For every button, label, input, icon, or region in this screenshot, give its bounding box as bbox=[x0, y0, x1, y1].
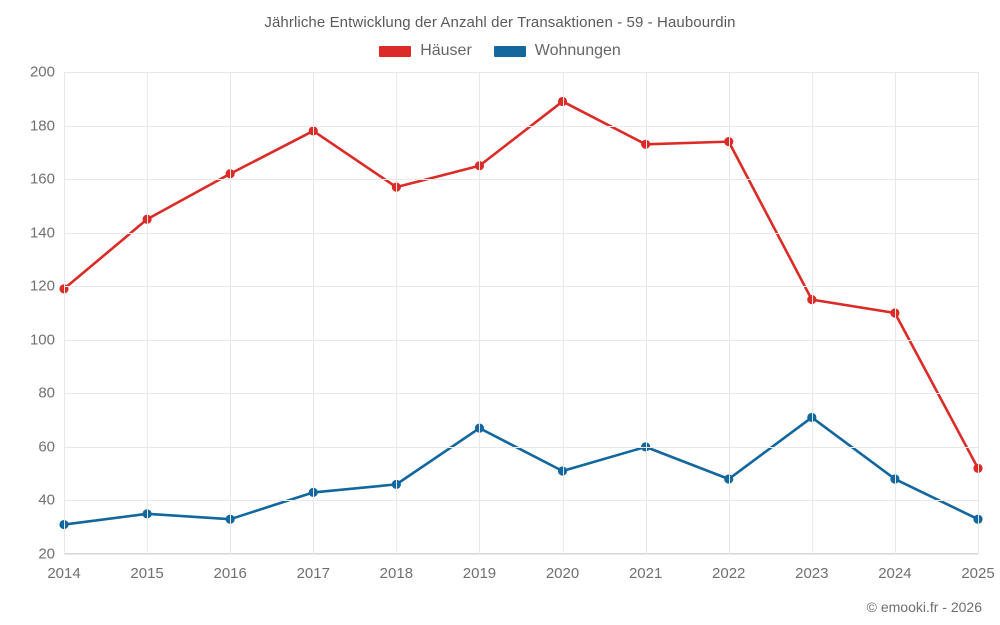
legend-label: Wohnungen bbox=[534, 42, 621, 59]
gridline-vertical bbox=[894, 72, 896, 554]
x-axis-tick-label: 2016 bbox=[213, 565, 247, 582]
plot-area: 20 40 60 80 100 120 140 160 180 200 2014 2015 2016 20… bbox=[30, 64, 995, 583]
x-axis-tick-label: 2018 bbox=[379, 565, 414, 582]
y-axis-tick-label: 100 bbox=[29, 331, 55, 349]
gridline-vertical bbox=[645, 72, 647, 554]
gridline-horizontal bbox=[64, 500, 978, 502]
y-axis-tick-label: 140 bbox=[29, 224, 55, 242]
series-1 bbox=[59, 96, 983, 473]
series-line bbox=[62, 416, 980, 526]
gridline-vertical bbox=[728, 72, 730, 554]
series-layer bbox=[59, 96, 983, 530]
chart-title: Jährliche Entwicklung der Anzahl der Tra… bbox=[264, 14, 736, 31]
legend-item-1[interactable]: Häuser bbox=[379, 42, 472, 60]
y-axis-tick-label: 20 bbox=[38, 545, 55, 563]
x-axis-tick-label: 2025 bbox=[961, 565, 995, 582]
x-axis-tick-label: 2015 bbox=[130, 565, 164, 582]
y-axis-tick-label: 40 bbox=[38, 491, 55, 509]
x-axis-tick-label: 2019 bbox=[462, 565, 497, 582]
copyright-credit: © emooki.fr - 2026 bbox=[866, 599, 982, 615]
y-axis-tick-label: 60 bbox=[38, 438, 55, 456]
x-axis-tick-label: 2024 bbox=[878, 565, 912, 582]
gridline-horizontal bbox=[64, 339, 978, 341]
gridline-horizontal bbox=[64, 286, 978, 288]
gridline-horizontal bbox=[64, 179, 978, 181]
gridline-vertical bbox=[396, 72, 398, 554]
gridline-vertical bbox=[64, 72, 65, 554]
series-line bbox=[62, 100, 980, 470]
gridline-vertical bbox=[811, 72, 813, 554]
gridline-horizontal bbox=[64, 554, 978, 555]
legend-label: Häuser bbox=[420, 42, 472, 59]
y-axis-tick-label: 160 bbox=[29, 170, 55, 188]
x-axis-tick-label: 2023 bbox=[795, 565, 829, 582]
x-axis-tick-label: 2014 bbox=[47, 565, 81, 582]
x-axis-tick-label: 2022 bbox=[712, 565, 746, 582]
gridline-vertical bbox=[479, 72, 481, 554]
y-axis-tick-label: 120 bbox=[29, 277, 55, 295]
gridline-horizontal bbox=[64, 125, 978, 127]
chart-legend: Häuser Wohnungen bbox=[0, 42, 1000, 60]
gridline-vertical bbox=[562, 72, 564, 554]
data-point-marker[interactable] bbox=[474, 423, 485, 433]
gridline-vertical bbox=[230, 72, 232, 554]
x-axis-tick-label: 2021 bbox=[628, 565, 663, 582]
legend-swatch-icon bbox=[379, 45, 412, 57]
gridline-horizontal bbox=[64, 72, 978, 73]
gridline-horizontal bbox=[64, 446, 978, 448]
x-axis-tick-label: 2020 bbox=[545, 565, 580, 582]
legend-swatch-icon bbox=[493, 45, 526, 57]
gridline-vertical bbox=[147, 72, 149, 554]
gridline-vertical bbox=[978, 72, 979, 554]
y-axis-tick-label: 80 bbox=[38, 384, 55, 402]
series-2 bbox=[59, 412, 983, 530]
x-axis-tick-label: 2017 bbox=[296, 565, 330, 582]
x-axis-line bbox=[64, 553, 978, 554]
legend-item-2[interactable]: Wohnungen bbox=[493, 42, 621, 60]
gridline-horizontal bbox=[64, 393, 978, 395]
data-point-marker[interactable] bbox=[474, 161, 485, 171]
gridline-vertical bbox=[313, 72, 315, 554]
y-axis-tick-label: 200 bbox=[29, 63, 55, 81]
gridline-horizontal bbox=[64, 232, 978, 234]
y-axis-tick-label: 180 bbox=[29, 117, 55, 135]
